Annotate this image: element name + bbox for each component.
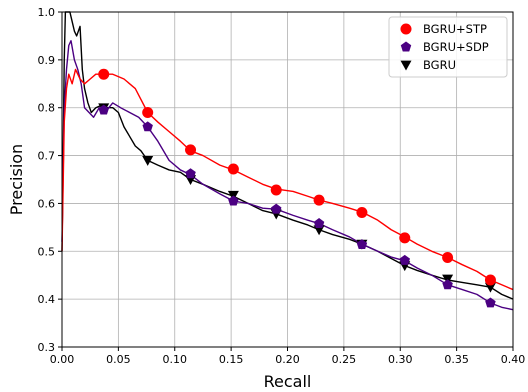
y-tick-label: 0.8 (38, 102, 56, 115)
data-point-bgru-stp (185, 144, 197, 156)
x-axis-ticks: 0.00 0.05 0.10 0.15 0.20 0.25 0.30 0.35 0.40 (50, 347, 526, 366)
x-tick-label: 0.20 (275, 353, 300, 366)
data-point-bgru-stp (227, 163, 239, 175)
y-tick-label: 0.5 (38, 245, 56, 258)
x-tick-label: 0.00 (50, 353, 75, 366)
data-point-bgru-stp (98, 68, 110, 80)
series-markers (98, 68, 496, 308)
x-tick-label: 0.05 (106, 353, 131, 366)
y-tick-label: 0.9 (38, 54, 56, 67)
data-point-bgru-sdp (313, 218, 325, 228)
data-point-bgru (484, 282, 496, 293)
series-lines (61, 11, 514, 311)
data-point-bgru-stp (142, 107, 154, 118)
data-point-bgru-stp (484, 274, 496, 286)
data-point-bgru-stp (356, 207, 368, 219)
legend-marker-bgru (400, 60, 412, 71)
data-point-bgru-stp (442, 252, 454, 264)
y-axis-title: Precision (7, 144, 26, 215)
series-line-bgru-stp (61, 68, 514, 291)
data-point-bgru-sdp (442, 279, 453, 290)
data-point-bgru-sdp (228, 195, 239, 206)
y-axis-ticks: 0.3 0.4 0.5 0.6 0.7 0.8 0.9 1.0 (38, 6, 62, 354)
legend-label-bgru-stp: BGRU+STP (423, 22, 487, 36)
y-tick-label: 0.3 (38, 341, 56, 354)
y-tick-label: 0.6 (38, 197, 56, 210)
x-tick-label: 0.35 (444, 353, 469, 366)
data-point-bgru-sdp (485, 297, 496, 308)
y-tick-label: 1.0 (38, 6, 56, 19)
data-point-bgru-sdp (399, 254, 410, 265)
x-tick-label: 0.10 (163, 353, 188, 366)
y-tick-label: 0.4 (38, 293, 56, 306)
x-tick-label: 0.40 (501, 353, 526, 366)
x-tick-label: 0.25 (332, 353, 357, 366)
legend: BGRU+STP BGRU+SDP BGRU (388, 16, 508, 78)
data-point-bgru-sdp (185, 168, 196, 179)
data-point-bgru-stp (270, 184, 282, 196)
data-point-bgru-stp (399, 232, 411, 244)
data-point-bgru-sdp (142, 121, 153, 132)
x-tick-label: 0.30 (388, 353, 413, 366)
x-tick-label: 0.15 (219, 353, 244, 366)
y-tick-label: 0.7 (38, 150, 56, 163)
data-point-bgru-sdp (356, 239, 368, 250)
legend-marker-bgru-sdp (400, 41, 412, 52)
legend-label-bgru: BGRU (423, 58, 456, 72)
data-point-bgru (142, 155, 154, 166)
data-point-bgru-stp (313, 194, 325, 206)
legend-marker-bgru-stp (400, 23, 412, 35)
legend-label-bgru-sdp: BGRU+SDP (423, 40, 489, 54)
x-axis-title: Recall (264, 372, 312, 391)
series-line-bgru (61, 11, 514, 300)
series-line-bgru-sdp (61, 40, 514, 311)
data-point-bgru-sdp (270, 203, 282, 214)
data-point-bgru-sdp (98, 104, 109, 115)
legend-box (388, 16, 508, 78)
